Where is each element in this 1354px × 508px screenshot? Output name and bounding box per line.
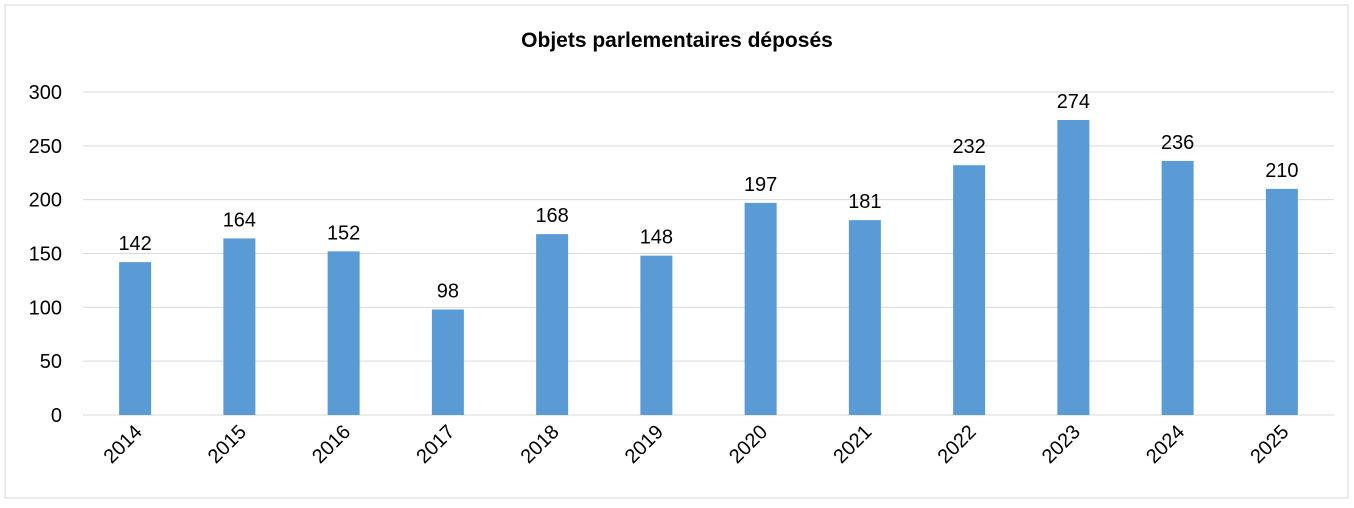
bar bbox=[640, 255, 673, 415]
y-tick-label: 0 bbox=[51, 405, 62, 427]
y-tick-label: 200 bbox=[29, 190, 62, 212]
bar bbox=[1161, 160, 1194, 415]
data-label: 232 bbox=[952, 136, 985, 158]
y-tick-label: 250 bbox=[29, 136, 62, 158]
bar bbox=[119, 262, 152, 415]
data-label: 210 bbox=[1265, 160, 1298, 182]
y-tick-label: 100 bbox=[29, 297, 62, 319]
bar bbox=[1265, 188, 1298, 415]
data-label: 148 bbox=[640, 227, 673, 249]
bar bbox=[1057, 119, 1090, 415]
data-label: 181 bbox=[848, 191, 881, 213]
data-label: 274 bbox=[1057, 91, 1090, 113]
data-label: 164 bbox=[223, 209, 256, 231]
data-label: 168 bbox=[535, 205, 568, 227]
y-tick-label: 300 bbox=[29, 82, 62, 104]
data-label: 152 bbox=[327, 222, 360, 244]
data-label: 197 bbox=[744, 174, 777, 196]
data-label: 98 bbox=[437, 280, 459, 302]
bar bbox=[953, 165, 986, 415]
chart-title: Objets parlementaires déposés bbox=[521, 29, 833, 52]
bar bbox=[223, 238, 256, 415]
chart-frame bbox=[4, 4, 1349, 499]
bar bbox=[744, 202, 777, 415]
bar bbox=[327, 251, 360, 415]
y-tick-label: 150 bbox=[29, 244, 62, 266]
data-label: 142 bbox=[118, 233, 151, 255]
data-label: 236 bbox=[1161, 132, 1194, 154]
bar bbox=[536, 234, 569, 415]
bar bbox=[431, 309, 464, 415]
bar bbox=[848, 220, 881, 415]
y-tick-label: 50 bbox=[40, 351, 62, 373]
